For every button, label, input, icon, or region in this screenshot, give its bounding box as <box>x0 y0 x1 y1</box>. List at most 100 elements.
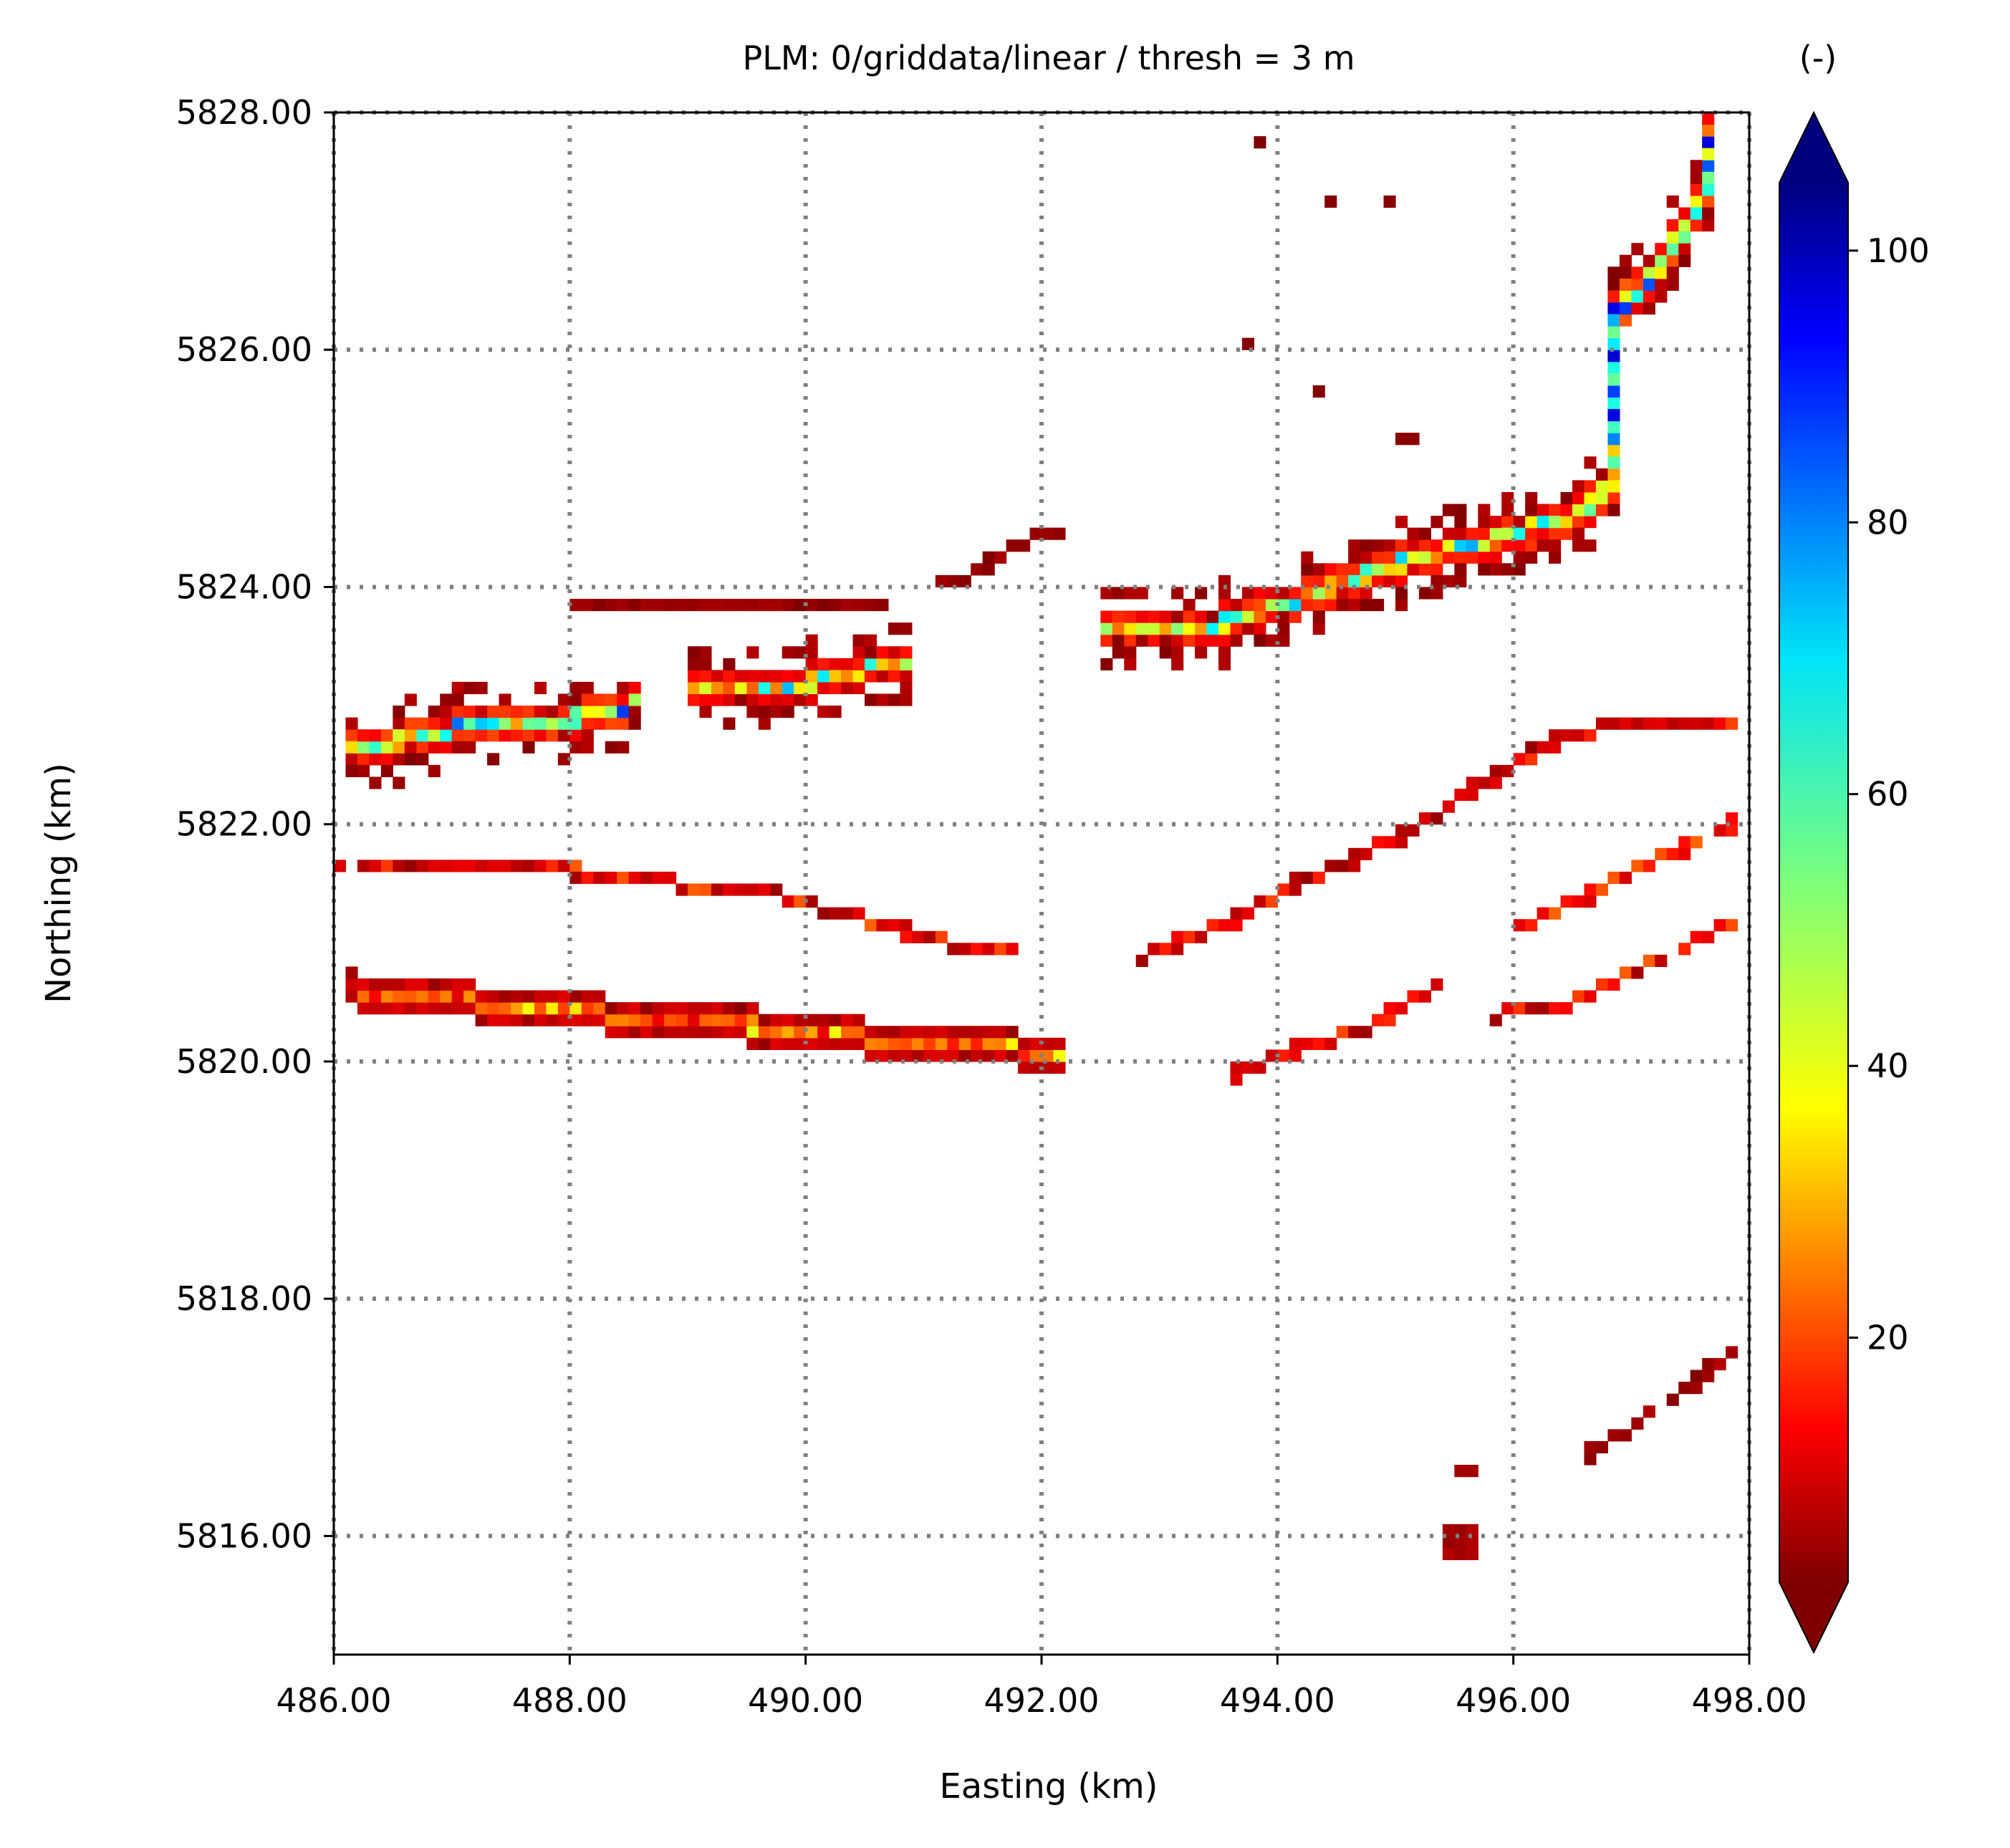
heatmap-cell <box>900 1037 913 1050</box>
heatmap-cell <box>865 670 877 683</box>
heatmap-cell <box>451 990 464 1003</box>
heatmap-cell <box>404 753 417 766</box>
heatmap-cell <box>758 670 771 683</box>
heatmap-cell <box>511 860 524 872</box>
heatmap-cell <box>1336 563 1349 576</box>
heatmap-cell <box>1572 516 1585 529</box>
heatmap-cells <box>334 112 1739 1561</box>
heatmap-cell <box>1395 433 1408 446</box>
heatmap-cell <box>1112 634 1125 647</box>
heatmap-cell <box>1713 1357 1726 1371</box>
heatmap-cell <box>1549 539 1562 552</box>
heatmap-cell <box>1430 563 1443 576</box>
heatmap-cell <box>1584 456 1597 469</box>
heatmap-cell <box>605 1014 617 1026</box>
heatmap-cell <box>1430 812 1443 825</box>
heatmap-cell <box>971 1026 984 1039</box>
heatmap-cell <box>1572 895 1585 908</box>
heatmap-cell <box>440 706 453 718</box>
heatmap-cell <box>345 729 358 742</box>
heatmap-cell <box>1324 599 1337 612</box>
heatmap-cell <box>1525 504 1538 516</box>
heatmap-cell <box>463 1002 476 1015</box>
heatmap-cell <box>1312 587 1325 600</box>
heatmap-cell <box>499 1014 511 1026</box>
heatmap-cell <box>817 658 830 670</box>
heatmap-cell <box>699 693 712 706</box>
heatmap-cell <box>1702 195 1715 208</box>
heatmap-cell <box>688 1002 701 1015</box>
heatmap-cell <box>534 729 547 742</box>
heatmap-cell <box>1454 527 1467 540</box>
heatmap-cell <box>1607 1429 1620 1442</box>
x-tick-label: 494.00 <box>1220 1681 1335 1720</box>
heatmap-cell <box>1289 1049 1302 1062</box>
heatmap-cell <box>1549 729 1562 742</box>
heatmap-cell <box>711 693 723 706</box>
heatmap-cell <box>1218 658 1231 670</box>
heatmap-cell <box>1100 610 1113 623</box>
heatmap-cell <box>664 1002 677 1015</box>
y-tick-label: 5816.00 <box>176 1516 312 1555</box>
heatmap-cell <box>1643 954 1655 968</box>
heatmap-cell <box>1678 219 1691 232</box>
colorbar-label: (-) <box>1799 39 1837 77</box>
heatmap-cell <box>451 1002 464 1015</box>
heatmap-cell <box>1029 1037 1042 1050</box>
heatmap-cell <box>817 670 830 683</box>
heatmap-cell <box>982 563 995 576</box>
heatmap-cell <box>1442 504 1455 516</box>
heatmap-cell <box>1230 1061 1243 1074</box>
heatmap-cell <box>569 681 582 695</box>
heatmap-cell <box>1631 966 1644 979</box>
heatmap-cell <box>1372 539 1385 552</box>
heatmap-cell <box>958 1037 971 1050</box>
heatmap-cell <box>369 978 382 991</box>
heatmap-cell <box>1572 729 1585 742</box>
y-axis-label: Northing (km) <box>39 763 79 1004</box>
heatmap-cell <box>675 883 688 896</box>
heatmap-cell <box>581 706 594 718</box>
heatmap-cell <box>1655 266 1668 279</box>
heatmap-cell <box>522 741 535 754</box>
heatmap-cell <box>1549 504 1562 516</box>
heatmap-cell <box>734 681 747 695</box>
heatmap-cell <box>357 1002 370 1015</box>
heatmap-cell <box>1442 551 1455 564</box>
heatmap-cell <box>1501 539 1514 552</box>
heatmap-cell <box>711 599 723 612</box>
heatmap-cell <box>1655 290 1668 303</box>
heatmap-cell <box>1560 1002 1573 1015</box>
heatmap-cell <box>699 599 712 612</box>
heatmap-cell <box>581 693 594 706</box>
heatmap-cell <box>1195 622 1208 635</box>
heatmap-cell <box>723 717 736 730</box>
heatmap-cell <box>1395 539 1408 552</box>
heatmap-cell <box>1218 622 1231 635</box>
heatmap-cell <box>1218 599 1231 612</box>
heatmap-cell <box>1607 290 1620 303</box>
heatmap-cell <box>1584 1453 1597 1466</box>
heatmap-cell <box>581 871 594 885</box>
heatmap-cell <box>829 706 842 718</box>
heatmap-cell <box>1454 1465 1467 1478</box>
heatmap-cell <box>1254 587 1266 600</box>
grid-lines <box>332 110 1751 1655</box>
heatmap-cell <box>1607 326 1620 339</box>
heatmap-cell <box>1383 563 1396 576</box>
heatmap-cell <box>404 693 417 706</box>
heatmap-cell <box>900 622 913 635</box>
heatmap-cell <box>393 741 405 754</box>
heatmap-cell <box>593 599 606 612</box>
heatmap-cell <box>1407 551 1420 564</box>
heatmap-cell <box>557 753 570 766</box>
heatmap-cell <box>1418 527 1431 540</box>
heatmap-cell <box>1241 907 1254 920</box>
heatmap-cell <box>664 1026 677 1039</box>
heatmap-cell <box>1301 1037 1314 1050</box>
heatmap-cell <box>522 706 535 718</box>
heatmap-cell <box>688 681 701 695</box>
heatmap-cell <box>1053 1061 1066 1074</box>
heatmap-cell <box>794 646 807 659</box>
heatmap-cell <box>1690 219 1703 232</box>
